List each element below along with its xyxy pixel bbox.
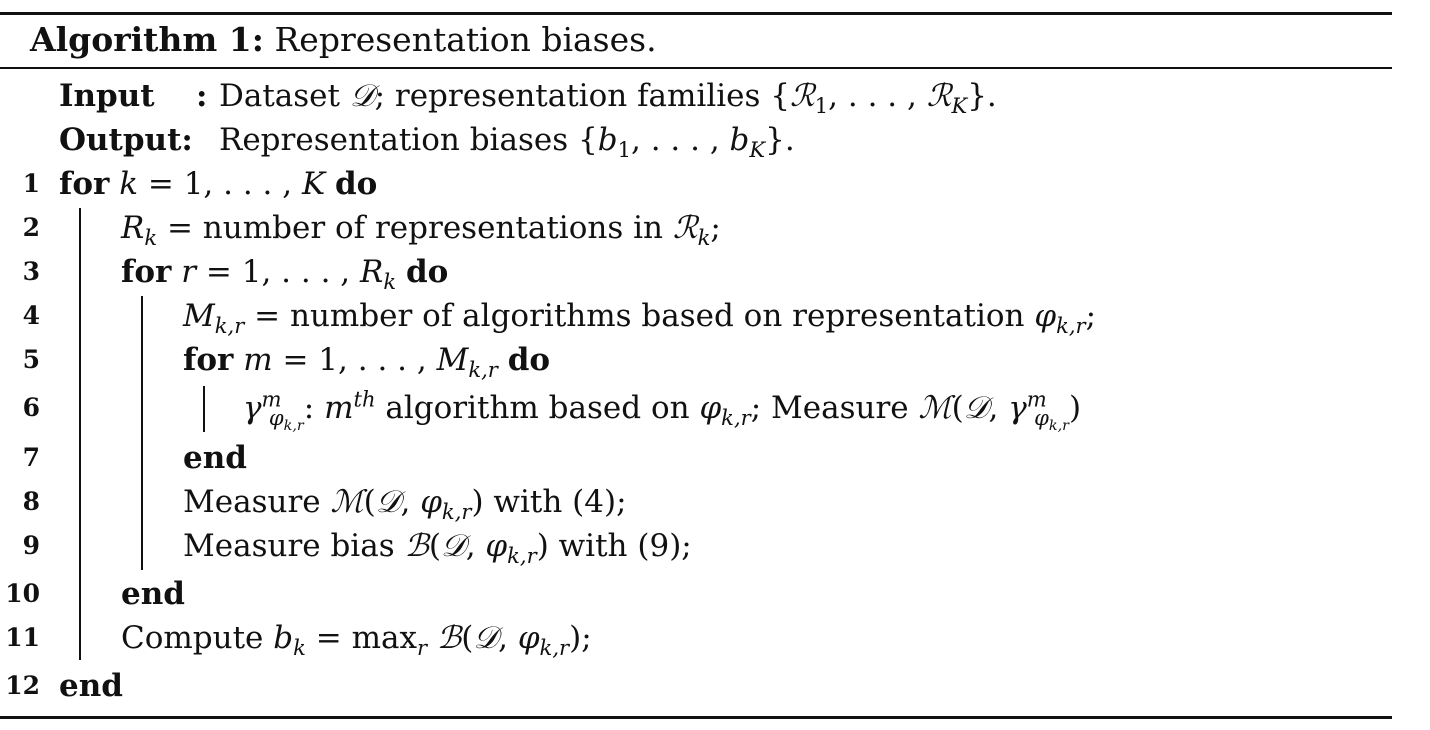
line-number: 10 bbox=[5, 579, 40, 608]
line-number: 5 bbox=[22, 345, 40, 374]
caption-rule bbox=[0, 67, 1392, 69]
line-number: 4 bbox=[22, 301, 40, 330]
block-bar-outer-for bbox=[79, 208, 81, 660]
output-text: Representation biases {b1, . . . , bK}. bbox=[219, 122, 795, 163]
line-number: 12 bbox=[5, 671, 40, 700]
line-number: 9 bbox=[22, 531, 40, 560]
line-number: 6 bbox=[22, 393, 40, 422]
line-text: Compute bk = maxr ℬ(𝒟, φk,r); bbox=[121, 620, 592, 661]
block-bar-innermost-for bbox=[203, 386, 205, 432]
line-number: 11 bbox=[5, 623, 40, 652]
line-number: 3 bbox=[22, 257, 40, 286]
algorithm-caption: Algorithm 1: Representation biases. bbox=[30, 18, 657, 62]
output-label: Output: bbox=[59, 122, 193, 158]
line-number: 7 bbox=[22, 443, 40, 472]
line-text: Measure bias ℬ(𝒟, φk,r) with (9); bbox=[183, 528, 692, 569]
caption-label: Algorithm 1: bbox=[30, 20, 264, 59]
line-text: for k = 1, . . . , K do bbox=[59, 166, 378, 202]
line-number: 2 bbox=[22, 213, 40, 242]
line-text: end bbox=[59, 668, 123, 704]
block-bar-inner-for bbox=[141, 296, 143, 570]
input-label: Input bbox=[59, 78, 155, 114]
line-text: Rk = number of representations in ℛk; bbox=[121, 210, 721, 251]
input-separator: : bbox=[196, 78, 208, 114]
input-text: Dataset 𝒟; representation families {ℛ1, … bbox=[219, 78, 997, 119]
caption-text: Representation biases. bbox=[274, 20, 657, 59]
line-text: Mk,r = number of algorithms based on rep… bbox=[183, 298, 1097, 339]
line-text: for r = 1, . . . , Rk do bbox=[121, 254, 449, 295]
line-text: for m = 1, . . . , Mk,r do bbox=[183, 342, 551, 383]
line-text: end bbox=[183, 440, 247, 476]
line-number: 1 bbox=[22, 169, 40, 198]
line-number: 8 bbox=[22, 487, 40, 516]
top-rule bbox=[0, 12, 1392, 15]
line-text: γmφk,r: mth algorithm based on φk,r; Mea… bbox=[243, 386, 1082, 435]
bottom-rule bbox=[0, 716, 1392, 719]
line-text: Measure ℳ(𝒟, φk,r) with (4); bbox=[183, 484, 627, 525]
line-text: end bbox=[121, 576, 185, 612]
